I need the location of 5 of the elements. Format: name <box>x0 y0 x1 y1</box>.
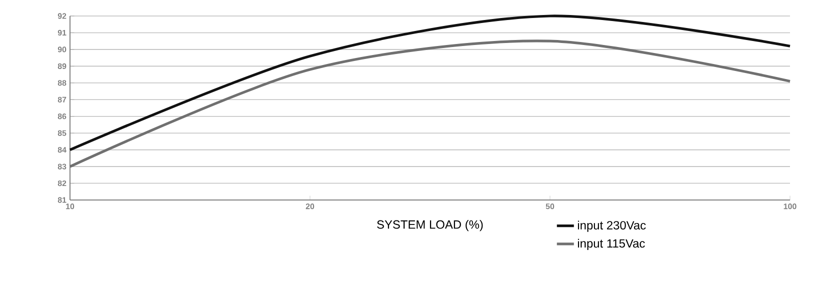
x-axis-title: SYSTEM LOAD (%) <box>377 220 483 232</box>
legend-label: input 115Vac <box>578 238 645 250</box>
legend-label: input 230Vac <box>578 220 646 232</box>
line-series <box>68 40 792 168</box>
line-series <box>68 14 792 152</box>
